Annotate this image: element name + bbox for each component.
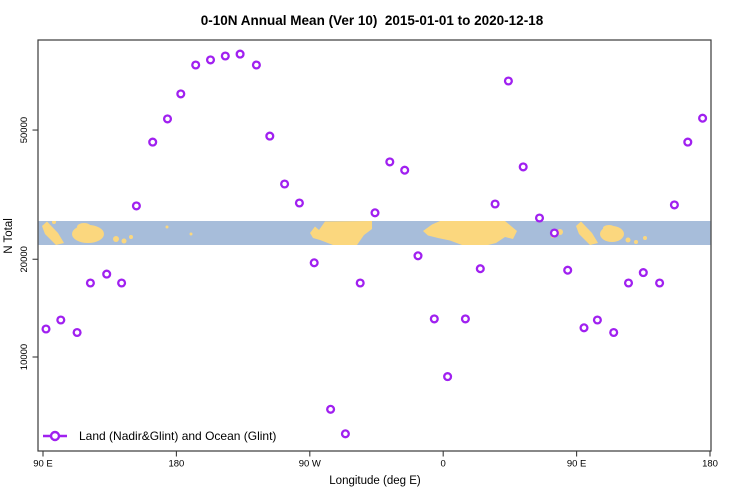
- data-point-marker: [475, 264, 485, 274]
- y-tick-label: 50000: [19, 117, 30, 143]
- data-point-marker: [683, 137, 693, 147]
- data-point-marker: [655, 278, 665, 288]
- data-point-marker: [309, 258, 319, 268]
- data-point-marker: [131, 201, 141, 211]
- data-point-marker: [280, 179, 290, 189]
- data-point-marker: [549, 228, 559, 238]
- data-point-marker: [72, 327, 82, 338]
- map-band-ocean: [38, 221, 711, 245]
- y-axis-label: N Total: [3, 218, 15, 254]
- land-shape: [189, 232, 193, 236]
- x-tick-label: 90 E: [33, 459, 53, 470]
- data-point-marker: [503, 76, 513, 86]
- data-point-marker: [490, 199, 500, 209]
- data-point-marker: [638, 268, 648, 278]
- land-shape: [625, 237, 631, 243]
- data-point-marker: [251, 60, 261, 70]
- land-shape: [310, 221, 372, 245]
- data-point-marker: [326, 404, 336, 414]
- legend-label: Land (Nadir&Glint) and Ocean (Glint): [79, 429, 277, 443]
- data-point-marker: [370, 208, 380, 218]
- data-point-marker: [294, 198, 304, 208]
- land-shape: [52, 221, 56, 224]
- x-tick-label: 0: [441, 459, 446, 470]
- chart-title: 0-10N Annual Mean (Ver 10) 2015-01-01 to…: [200, 13, 544, 28]
- land-shape: [643, 236, 647, 240]
- legend-circle-glyph: [49, 430, 61, 442]
- data-point-marker: [413, 251, 423, 261]
- data-point-marker: [191, 60, 201, 70]
- data-point-marker: [579, 323, 589, 333]
- data-point-marker: [102, 269, 112, 279]
- legend: Land (Nadir&Glint) and Ocean (Glint): [42, 428, 276, 444]
- y-tick-label: 20000: [19, 246, 30, 272]
- x-tick-label: 180: [168, 459, 184, 470]
- data-point-marker: [429, 314, 439, 324]
- legend-marker-icon: [43, 430, 67, 442]
- data-point-marker: [85, 278, 95, 288]
- data-point-marker: [609, 327, 619, 338]
- data-point-marker: [443, 372, 453, 382]
- data-point-marker: [205, 55, 216, 65]
- land-shape: [129, 235, 133, 239]
- land-shape: [576, 221, 598, 245]
- data-point-marker: [669, 200, 679, 210]
- data-point-marker: [563, 265, 573, 275]
- data-point-marker: [355, 278, 365, 288]
- data-point-marker: [235, 49, 245, 59]
- land-shape: [423, 221, 517, 245]
- land-shape: [77, 223, 91, 231]
- data-point-marker: [148, 137, 158, 147]
- land-shape: [634, 240, 638, 244]
- data-point-marker: [592, 315, 602, 325]
- data-point-marker: [385, 157, 395, 167]
- plot-border: [37, 39, 712, 452]
- data-point-marker: [56, 315, 66, 325]
- data-point-marker: [176, 89, 186, 99]
- x-axis-label: Longitude (deg E): [329, 475, 421, 487]
- y-tick-label: 10000: [19, 344, 30, 370]
- data-point-marker: [220, 51, 230, 61]
- data-point-marker: [698, 113, 708, 123]
- land-shape: [113, 236, 119, 242]
- data-point-marker: [162, 114, 173, 124]
- data-point-marker: [41, 324, 51, 334]
- x-tick-label: 90 W: [299, 459, 321, 470]
- data-point-marker: [518, 162, 528, 172]
- data-point-marker: [117, 278, 127, 288]
- land-shape: [165, 225, 169, 229]
- x-tick-label: 180: [702, 459, 718, 470]
- data-point-marker: [265, 131, 275, 141]
- data-point-marker: [460, 314, 470, 324]
- x-tick-label: 90 E: [567, 459, 587, 470]
- map-band-land-group: [42, 221, 647, 245]
- land-shape: [121, 238, 127, 244]
- land-shape: [603, 225, 615, 231]
- land-shape: [42, 221, 64, 245]
- data-point-marker: [534, 213, 545, 223]
- data-point-marker: [340, 429, 350, 439]
- data-point-marker: [400, 165, 410, 175]
- data-point-marker: [623, 278, 634, 288]
